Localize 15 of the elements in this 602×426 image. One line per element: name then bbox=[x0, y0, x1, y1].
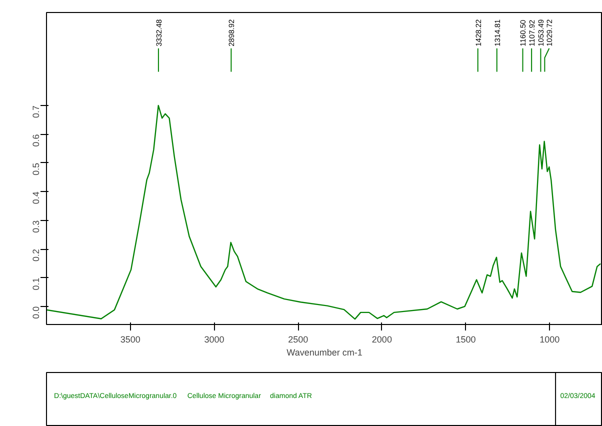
y-tick-label: 0.4 bbox=[31, 192, 41, 204]
y-tick-label: 0.7 bbox=[31, 105, 41, 118]
x-axis-title: Wavenumber cm-1 bbox=[286, 348, 362, 358]
y-tick-label: 0.2 bbox=[31, 249, 41, 262]
x-tick-label: 3500 bbox=[120, 334, 140, 344]
x-tick-label: 1000 bbox=[540, 334, 560, 344]
y-tick-label: 0.6 bbox=[31, 134, 41, 147]
x-tick-label: 1500 bbox=[456, 334, 476, 344]
x-tick-label: 2000 bbox=[372, 334, 392, 344]
y-tick-label: 0.0 bbox=[31, 306, 41, 319]
y-tick-label: 0.1 bbox=[31, 278, 41, 290]
y-tick-label: 0.5 bbox=[31, 162, 41, 176]
x-tick-label: 3000 bbox=[204, 334, 224, 344]
x-tick-label: 2500 bbox=[288, 334, 308, 344]
y-tick-label: 0.3 bbox=[31, 220, 41, 233]
